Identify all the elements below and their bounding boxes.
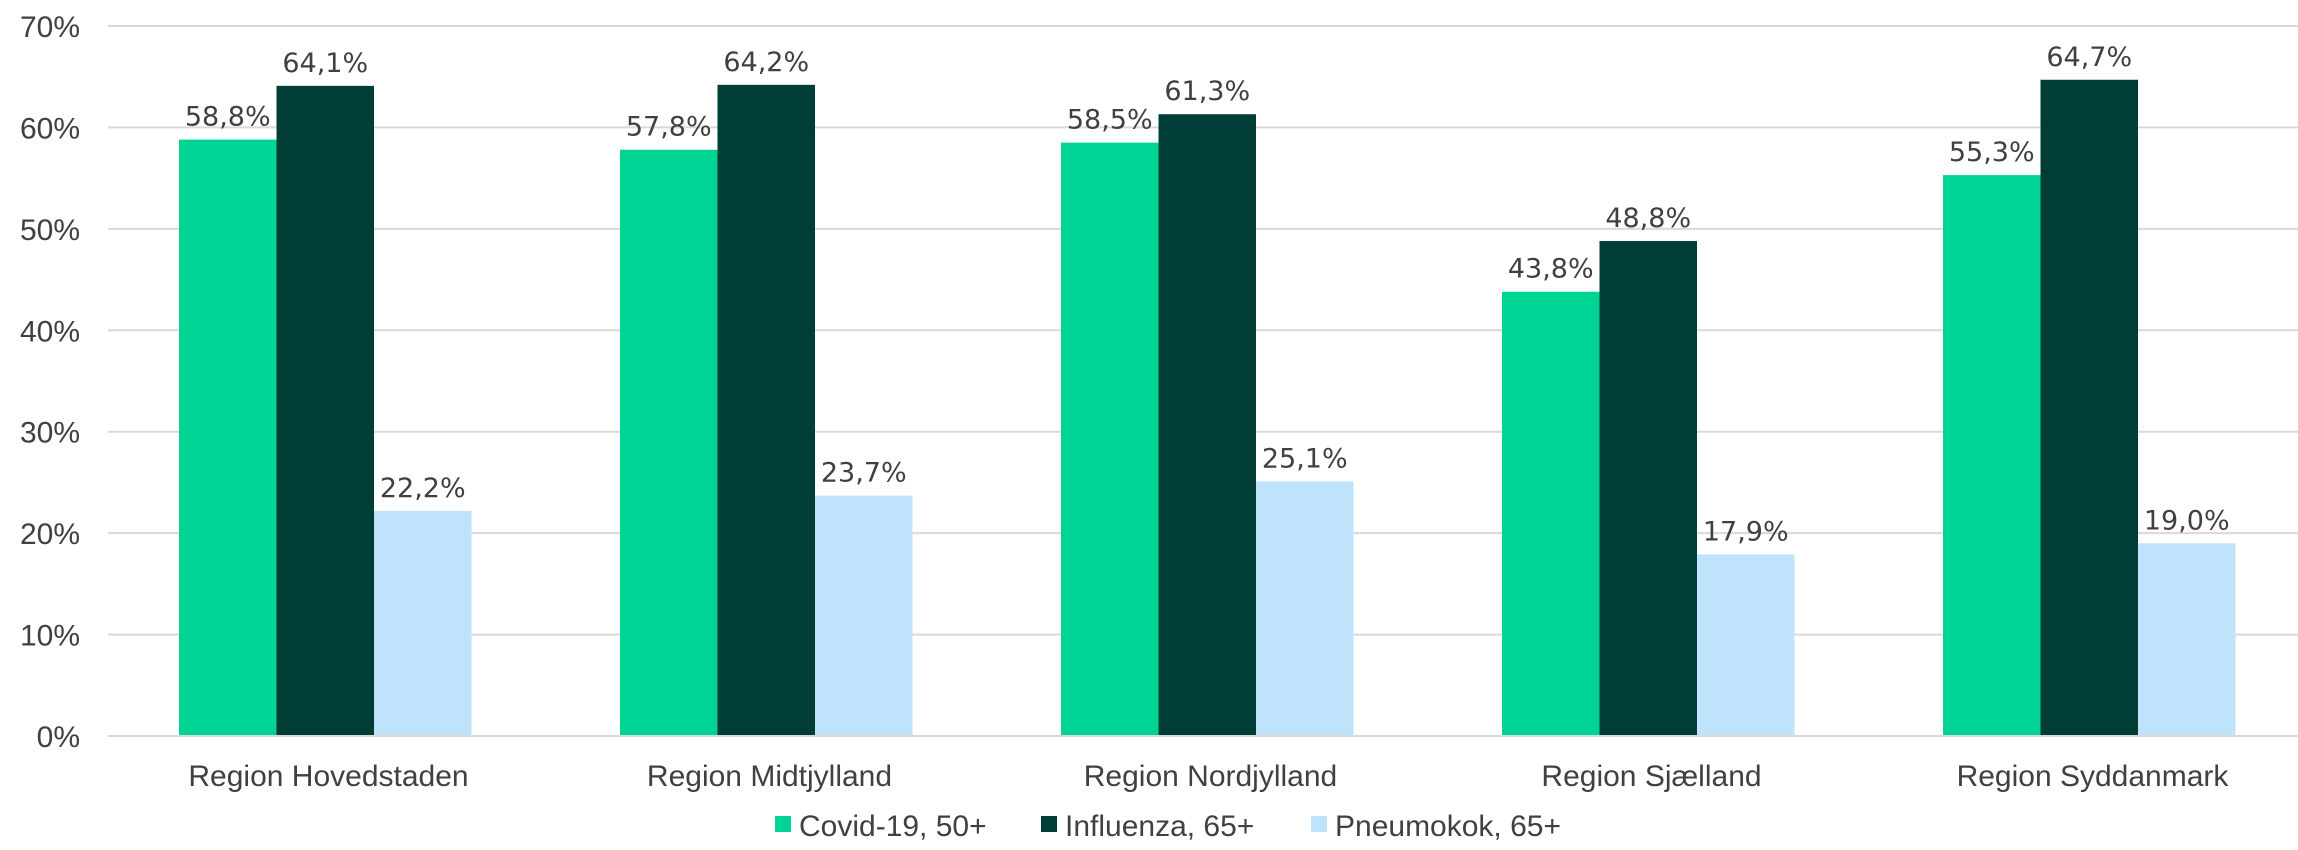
- data-labels: 58,8% 64,1% 22,2% 57,8% 64,2% 23,7% 58,5% 61,3%…: [185, 42, 2230, 548]
- data-label: 61,3%: [1164, 76, 1250, 107]
- bar: [374, 510, 472, 736]
- data-label: 55,3%: [1949, 137, 2035, 168]
- bar: [2040, 79, 2138, 736]
- data-label: 57,8%: [626, 112, 712, 143]
- data-label: 22,2%: [380, 473, 466, 504]
- bar: [179, 139, 277, 737]
- y-tick-label: 40%: [20, 315, 80, 348]
- data-label: 19,0%: [2144, 505, 2230, 536]
- legend: Covid-19, 50+ Influenza, 65+ Pneumokok, 65…: [775, 810, 1561, 843]
- bar: [1943, 175, 2041, 737]
- bar: [717, 84, 815, 737]
- legend-label: Influenza, 65+: [1065, 810, 1254, 843]
- axes: 0% 10% 20% 30% 40% 50% 60% 70% Region Hovedstade…: [20, 11, 2298, 793]
- y-tick-label: 30%: [20, 417, 80, 450]
- bar: [815, 495, 913, 736]
- bar: [1502, 291, 1600, 736]
- x-tick-label: Region Syddanmark: [1957, 760, 2230, 793]
- x-tick-label: Region Nordjylland: [1084, 760, 1337, 793]
- y-tick-label: 70%: [20, 11, 80, 44]
- x-tick-label: Region Hovedstaden: [188, 760, 468, 793]
- bar: [2138, 543, 2236, 736]
- bar: [276, 85, 374, 737]
- data-label: 58,8%: [185, 102, 271, 133]
- bar: [620, 149, 718, 736]
- data-label: 48,8%: [1605, 203, 1691, 234]
- bar: [1697, 554, 1795, 736]
- bars: [179, 79, 2236, 737]
- data-label: 23,7%: [821, 458, 907, 489]
- data-label: 64,7%: [2046, 42, 2132, 73]
- y-tick-label: 20%: [20, 518, 80, 551]
- data-label: 64,2%: [723, 47, 809, 78]
- bar: [1256, 481, 1354, 736]
- data-label: 17,9%: [1703, 516, 1789, 547]
- y-tick-label: 0%: [37, 721, 80, 754]
- bar: [1158, 114, 1256, 736]
- data-label: 25,1%: [1262, 443, 1348, 474]
- x-tick-label: Region Sjælland: [1541, 760, 1761, 793]
- legend-swatch: [1311, 816, 1327, 832]
- data-label: 64,1%: [282, 48, 368, 79]
- data-label: 58,5%: [1067, 105, 1153, 136]
- legend-label: Covid-19, 50+: [799, 810, 987, 843]
- bar: [1599, 241, 1697, 736]
- data-label: 43,8%: [1508, 254, 1594, 285]
- bar: [1061, 142, 1159, 737]
- legend-label: Pneumokok, 65+: [1335, 810, 1561, 843]
- legend-swatch: [775, 816, 791, 832]
- legend-swatch: [1041, 816, 1057, 832]
- y-tick-label: 60%: [20, 112, 80, 145]
- y-tick-label: 10%: [20, 620, 80, 653]
- x-tick-label: Region Midtjylland: [647, 760, 892, 793]
- y-tick-label: 50%: [20, 214, 80, 247]
